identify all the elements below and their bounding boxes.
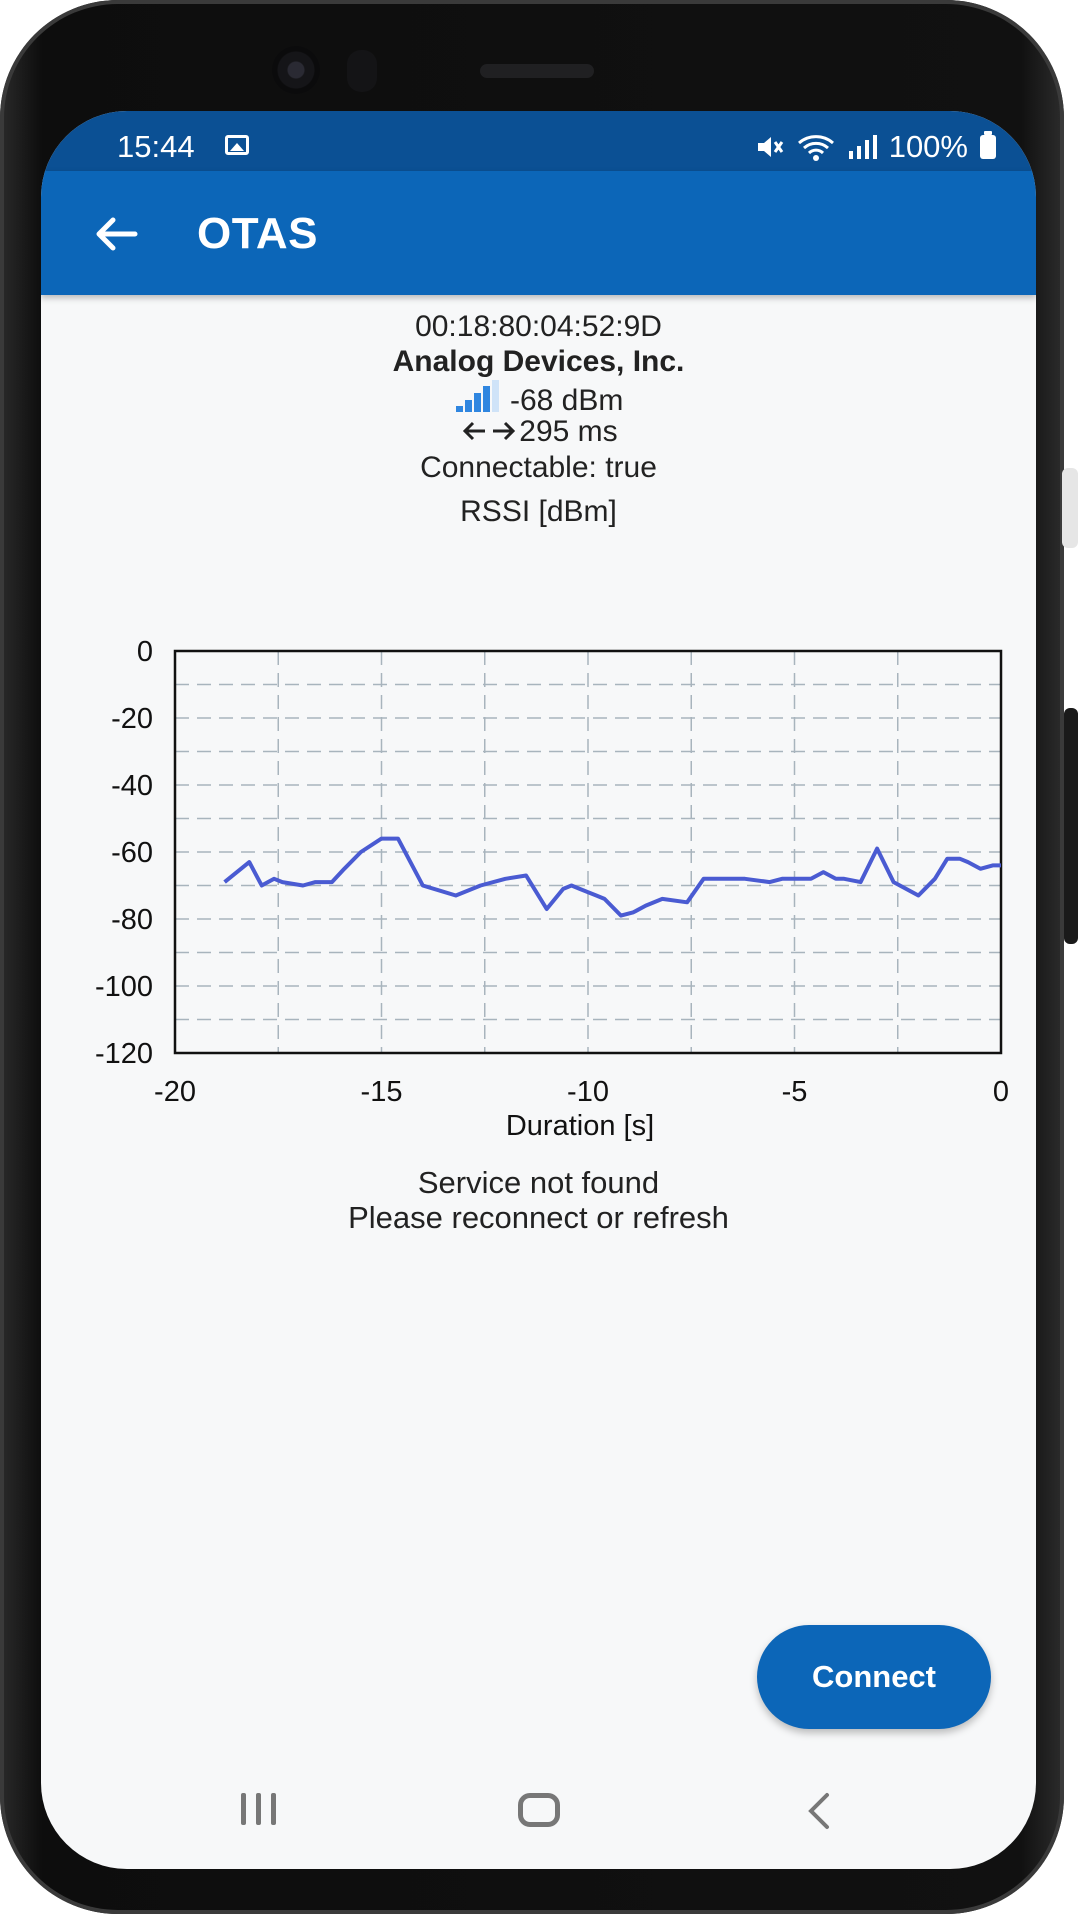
wifi-icon [797,135,834,161]
arrow-left-icon[interactable] [91,209,141,259]
device-vendor: Analog Devices, Inc. [392,345,685,378]
status-time: 15:44 [117,129,195,164]
x-tick-label: 0 [993,1076,1009,1108]
mute-icon [757,137,783,157]
earpiece-speaker [480,64,594,78]
battery-percentage: 100% [888,129,968,164]
signal-icon [848,135,877,159]
y-tick-label: -120 [95,1038,153,1070]
y-tick-label: -20 [111,703,153,735]
rssi-row: -68 dBm [41,380,1036,418]
y-tick-label: 0 [137,636,153,668]
volume-button [1062,468,1078,548]
recents-icon[interactable] [241,1793,276,1825]
interval-arrows-icon [463,421,516,441]
back-nav-icon[interactable] [799,1791,839,1831]
device-address: 00:18:80:04:52:9D [415,310,662,343]
rssi-chart: 0-20-40-60-80-100-120-20 -15 -10 -5 0Duratio… [95,636,1009,1141]
signal-strength-icon [455,380,499,412]
reconnect-message: Please reconnect or refresh [348,1200,729,1235]
page-title: OTAS [197,209,318,258]
interval-value: 295 ms [519,415,618,448]
x-tick-label: -10 [567,1076,609,1108]
app-bar: OTAS [41,171,1036,295]
connect-button[interactable]: Connect [757,1625,991,1729]
service-message: Service not found [417,1165,660,1200]
y-tick-label: -40 [111,770,153,802]
plot-border [173,649,1003,1055]
proximity-sensor [347,50,377,92]
interval-row: 295 ms [41,415,1036,449]
home-icon[interactable] [518,1793,560,1827]
battery-icon [980,131,996,159]
x-tick-label: -20 [154,1076,196,1108]
front-camera [272,46,320,94]
status-bar: 15:44 100% [41,111,1036,171]
x-axis-label: Duration [s] [506,1110,654,1141]
status-icons: 100% [755,129,996,165]
y-tick-label: -60 [111,837,153,869]
connectable-status: Connectable: true [420,451,657,484]
rssi-value: -68 dBm [509,384,624,417]
y-tick-label: -100 [95,971,153,1003]
image-icon [225,135,249,155]
x-tick-label: -5 [782,1076,808,1108]
x-tick-label: -15 [361,1076,403,1108]
chart-title: RSSI [dBm] [460,495,617,528]
rssi-series-line [223,836,1001,918]
power-button [1064,708,1078,944]
screen: 15:44 100% [41,111,1036,1869]
navigation-bar [41,1771,1036,1869]
y-tick-label: -80 [111,904,153,936]
